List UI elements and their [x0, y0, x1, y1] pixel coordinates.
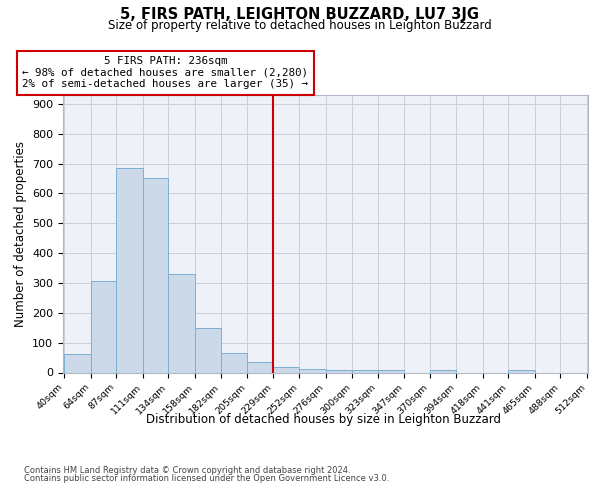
Bar [352, 370, 377, 372]
Bar [116, 168, 143, 372]
Bar [195, 328, 221, 372]
Y-axis label: Number of detached properties: Number of detached properties [14, 141, 26, 327]
Bar [430, 370, 456, 372]
Bar [143, 178, 168, 372]
Text: 5, FIRS PATH, LEIGHTON BUZZARD, LU7 3JG: 5, FIRS PATH, LEIGHTON BUZZARD, LU7 3JG [121, 8, 479, 22]
Text: Distribution of detached houses by size in Leighton Buzzard: Distribution of detached houses by size … [146, 412, 502, 426]
Bar [325, 370, 352, 372]
Text: 5 FIRS PATH: 236sqm
← 98% of detached houses are smaller (2,280)
2% of semi-deta: 5 FIRS PATH: 236sqm ← 98% of detached ho… [22, 56, 308, 90]
Bar [299, 368, 325, 372]
Bar [64, 354, 91, 372]
Bar [221, 353, 247, 372]
Text: Contains public sector information licensed under the Open Government Licence v3: Contains public sector information licen… [24, 474, 389, 483]
Bar [274, 366, 299, 372]
Bar [377, 370, 404, 372]
Bar [247, 362, 274, 372]
Bar [508, 370, 535, 372]
Text: Size of property relative to detached houses in Leighton Buzzard: Size of property relative to detached ho… [108, 18, 492, 32]
Text: Contains HM Land Registry data © Crown copyright and database right 2024.: Contains HM Land Registry data © Crown c… [24, 466, 350, 475]
Bar [91, 281, 116, 372]
Bar [168, 274, 195, 372]
